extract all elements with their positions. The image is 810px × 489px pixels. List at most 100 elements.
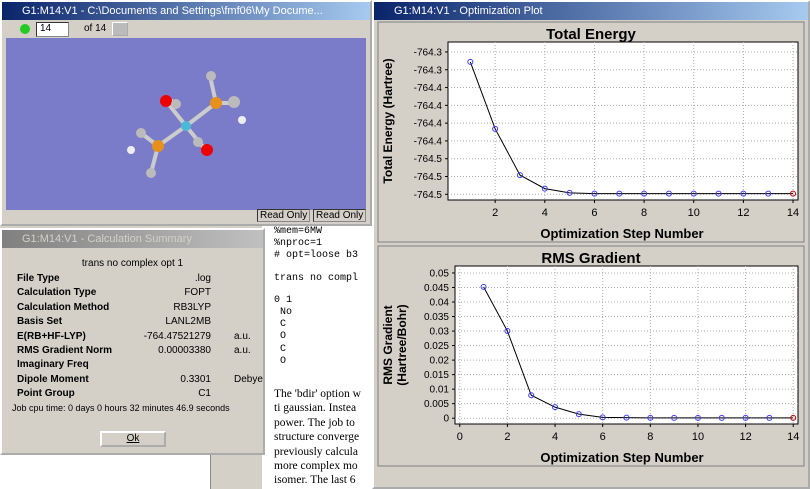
x-tick-label: 6	[591, 207, 597, 219]
data-point	[740, 190, 747, 197]
text-line: previously calcula	[274, 445, 358, 458]
atom	[171, 99, 181, 109]
y-tick-label: -764.4	[414, 119, 443, 130]
data-point	[715, 190, 722, 197]
plot-area	[447, 41, 799, 201]
y-tick-label: -764.4	[414, 83, 443, 94]
code-line: O	[274, 331, 287, 343]
data-point	[641, 190, 648, 197]
data-point	[504, 328, 511, 335]
row-label: E(RB+HF-LYP)	[17, 330, 86, 342]
series-line	[469, 61, 794, 195]
row-value: -764.47521279	[143, 330, 211, 342]
text-line: more complex mo	[274, 460, 358, 473]
chart-title: Total Energy	[546, 26, 636, 43]
status-bar: Read Only Read Only	[257, 209, 367, 222]
y-tick-label: 0.015	[424, 370, 449, 381]
ok-button[interactable]: Ok	[100, 431, 166, 447]
background-window	[0, 455, 211, 489]
code-line: No	[274, 306, 293, 318]
y-tick-label: 0.02	[430, 356, 450, 367]
row-label: Imaginary Freq	[17, 359, 89, 371]
status-field: Read Only	[313, 209, 367, 222]
data-point	[528, 392, 535, 399]
data-point	[552, 404, 559, 411]
series-line	[483, 286, 794, 419]
y-tick-label: 0.035	[424, 312, 449, 323]
atom	[136, 128, 146, 138]
frames-button[interactable]	[112, 22, 128, 36]
y-tick-label: 0.025	[424, 341, 449, 352]
code-line: trans no compl	[274, 272, 359, 284]
row-label: Calculation Type	[17, 287, 97, 299]
y-tick-label: 0.045	[424, 283, 449, 294]
data-point	[665, 190, 672, 197]
atom	[146, 168, 156, 178]
y-tick-label: -764.3	[414, 65, 443, 76]
atom	[201, 144, 213, 156]
data-point	[616, 190, 623, 197]
row-unit: a.u.	[234, 345, 251, 356]
data-point	[766, 414, 773, 421]
row-value: C1	[198, 388, 211, 400]
window-title: G1:M14:V1 - C:\Documents and Settings\fm…	[22, 5, 323, 17]
row-label: Point Group	[17, 388, 75, 400]
atom	[210, 97, 222, 109]
x-tick-label: 14	[787, 207, 799, 219]
y-axis-label: RMS Gradient	[381, 305, 395, 384]
data-point	[575, 411, 582, 418]
row-unit: a.u.	[234, 330, 251, 342]
y-tick-label: -764.5	[414, 154, 443, 165]
y-tick-label: -764.4	[414, 136, 443, 147]
data-point	[516, 172, 523, 179]
code-line: 0 1	[274, 294, 293, 306]
text-line: The 'bdir' option w	[274, 388, 361, 400]
row-value: 0.00003380	[158, 345, 211, 356]
data-point	[480, 283, 487, 290]
atom	[181, 121, 191, 131]
y-tick-label: 0.005	[424, 399, 449, 410]
data-point	[790, 414, 797, 421]
code-line: # opt=loose b3	[274, 250, 359, 262]
play-button[interactable]	[20, 24, 30, 34]
data-point	[541, 185, 548, 192]
row-value: LANL2MB	[165, 316, 211, 328]
data-point	[566, 189, 573, 196]
data-point	[671, 414, 678, 421]
x-tick-label: 8	[647, 431, 653, 443]
data-point	[718, 414, 725, 421]
y-tick-label: 0.03	[430, 327, 450, 338]
data-point	[694, 414, 701, 421]
y-tick-label: 0.04	[430, 298, 450, 309]
code-line: %mem=6MW	[274, 226, 323, 237]
frame-count: of 14	[84, 23, 107, 34]
input-code: %mem=6MW %nproc=1 # opt=loose b3 trans no c…	[274, 226, 358, 368]
y-tick-label: -764.3	[414, 47, 443, 58]
data-point	[790, 190, 797, 197]
text-line: ti gaussian. Instea	[274, 402, 357, 415]
x-tick-label: 12	[737, 207, 749, 219]
row-value: 0.3301	[180, 373, 211, 385]
data-point	[591, 190, 598, 197]
x-tick-label: 10	[688, 207, 700, 219]
text-line: isomer. The last 6	[274, 474, 356, 487]
x-axis-label: Optimization Step Number	[540, 226, 703, 241]
x-tick-label: 4	[542, 207, 548, 219]
atom	[206, 71, 216, 81]
frame-input[interactable]: 14	[36, 22, 69, 37]
atom	[228, 96, 240, 108]
summary-heading: trans no complex opt 1	[81, 258, 184, 269]
data-point	[647, 414, 654, 421]
y-axis-label: (Hartree/Bohr)	[395, 304, 409, 385]
chart-title: RMS Gradient	[541, 250, 640, 267]
x-tick-label: 12	[739, 431, 751, 443]
x-axis-label: Optimization Step Number	[540, 450, 703, 465]
data-point	[690, 190, 697, 197]
x-tick-label: 14	[787, 431, 799, 443]
y-tick-label: -764.5	[414, 190, 443, 201]
atom	[160, 95, 172, 107]
text-line: power. The job to	[274, 416, 355, 429]
status-field: Read Only	[257, 209, 311, 222]
atom	[193, 137, 203, 147]
